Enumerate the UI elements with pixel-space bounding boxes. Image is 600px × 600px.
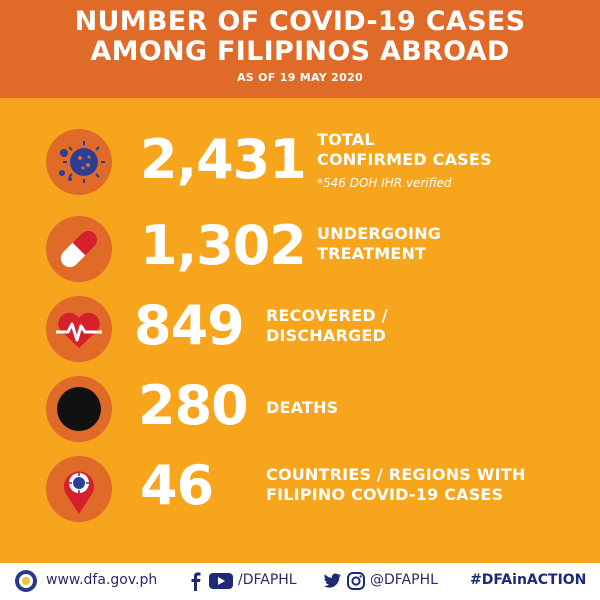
virus-icon [46,129,112,195]
pill-capsule-icon [46,216,112,282]
header-banner: NUMBER OF COVID-19 CASES AMONG FILIPINOS… [0,0,600,98]
stat-label: COUNTRIES / REGIONS WITH FILIPINO COVID-… [266,465,526,504]
stat-value: 280 [138,374,249,437]
stat-label: UNDERGOING TREATMENT [317,224,442,263]
stat-label: TOTAL CONFIRMED CASES [317,130,492,169]
stat-label: RECOVERED / DISCHARGED [266,306,388,345]
stat-deaths: 280 DEATHS [0,370,600,450]
youtube-icon[interactable] [208,571,234,591]
page-title: NUMBER OF COVID-19 CASES AMONG FILIPINOS… [74,6,526,67]
stat-value: 1,302 [140,214,307,277]
twitter-instagram-handle[interactable]: @DFAPHL [370,572,438,588]
map-pin-virus-icon [46,456,112,522]
stat-note: *546 DOH IHR verified [317,176,452,190]
stat-value: 46 [140,454,214,517]
stat-undergoing-treatment: 1,302 UNDERGOING TREATMENT [0,210,600,290]
website-link[interactable]: www.dfa.gov.ph [46,572,158,588]
stat-label: DEATHS [266,398,339,417]
facebook-youtube-handle[interactable]: /DFAPHL [238,572,297,588]
stat-recovered: 849 RECOVERED / DISCHARGED [0,290,600,370]
facebook-icon[interactable] [186,571,206,591]
footer-bar: www.dfa.gov.ph /DFAPHL @DFAPHL #DFAinACT… [0,563,600,600]
stat-countries: 46 COUNTRIES / REGIONS WITH FILIPINO COV… [0,450,600,530]
heart-pulse-icon [46,296,112,362]
black-circle-icon [46,376,112,442]
hashtag-label: #DFAinACTION [470,572,587,588]
stat-total-confirmed: 2,431 TOTAL CONFIRMED CASES *546 DOH IHR… [0,122,600,202]
dfa-seal-icon [15,570,37,592]
twitter-icon[interactable] [322,571,342,591]
instagram-icon[interactable] [346,571,366,591]
page-subtitle: AS OF 19 MAY 2020 [236,71,363,84]
stat-value: 849 [134,294,245,357]
stat-value: 2,431 [140,128,307,191]
